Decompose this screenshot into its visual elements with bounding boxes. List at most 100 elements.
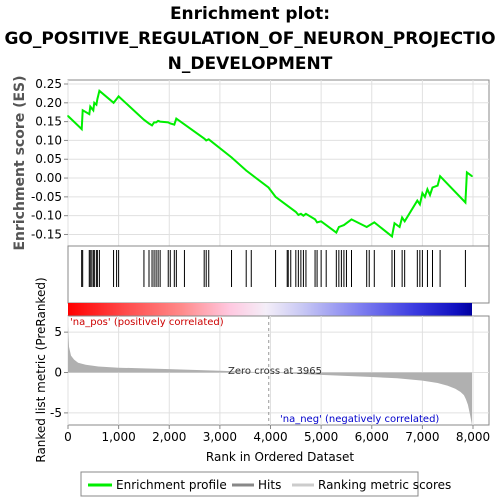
enrichment-point [350, 218, 353, 221]
legend-profile-label: Enrichment profile [116, 478, 227, 492]
metric-y-ticks: 5 0 -5 [50, 325, 68, 420]
enrichment-point [439, 175, 441, 177]
es-tick-label: 0.05 [35, 152, 62, 166]
es-panel: 0.250.200.150.100.050.00-0.05-0.10-0.15 … [12, 75, 490, 251]
enrichment-point [335, 231, 338, 234]
x-tick-label: 7,000 [405, 430, 439, 444]
x-tick-label: 4,000 [253, 430, 287, 444]
enrichment-point [92, 109, 95, 112]
enrichment-point [88, 113, 91, 115]
enrichment-point [419, 203, 421, 206]
es-gridlines [67, 80, 489, 246]
enrichment-point [67, 115, 69, 117]
enrichment-point [338, 226, 340, 228]
x-tick-label: 0 [64, 430, 72, 444]
enrichment-point [98, 89, 101, 92]
enrichment-point [95, 103, 98, 106]
enrichment-point [295, 211, 297, 213]
enrichment-point [471, 175, 473, 177]
es-tick-label: 0.20 [35, 96, 62, 110]
x-axis-label: Rank in Ordered Dataset [206, 450, 354, 464]
enrichment-point [431, 186, 434, 189]
enrichment-point [393, 222, 396, 224]
metric-y-axis-label: Ranked list metric (PreRanked) [34, 277, 48, 462]
enrichment-point [316, 221, 318, 224]
enrichment-point [297, 214, 300, 216]
x-axis-ticks: 0 1,000 2,000 3,000 4,000 5,000 6,000 7,000 8,00… [64, 425, 490, 444]
enrichment-point [365, 226, 368, 228]
enrichment-profile-points [67, 89, 473, 238]
enrichment-point [148, 122, 150, 125]
enrichment-point [93, 102, 96, 104]
es-tick-label: -0.10 [31, 209, 62, 223]
enrichment-point [429, 194, 431, 196]
legend-metric-label: Ranking metric scores [318, 478, 451, 492]
x-tick-label: 1,000 [101, 430, 135, 444]
enrichment-point [89, 105, 92, 108]
neg-zone-label: 'na_neg' (negatively correlated) [280, 414, 439, 425]
x-tick-label: 3,000 [203, 430, 237, 444]
chart-title-line-2: GO_POSITIVE_REGULATION_OF_NEURON_PROJECT… [4, 29, 495, 49]
enrichment-point [117, 95, 120, 98]
enrichment-point [421, 192, 424, 194]
enrichment-point [143, 118, 145, 121]
enrichment-point [203, 137, 205, 140]
metric-tick-label: 0 [54, 366, 62, 380]
enrichment-point [300, 212, 302, 215]
es-tick-label: -0.15 [31, 227, 62, 241]
es-tick-label: 0.10 [35, 133, 62, 147]
enrichment-point [274, 196, 277, 198]
es-tick-label: 0.15 [35, 115, 62, 129]
enrichment-point [169, 122, 172, 125]
legend-hits-label: Hits [258, 478, 281, 492]
zero-cross-label: Zero cross at 3965 [228, 366, 322, 377]
es-tick-label: -0.05 [31, 190, 62, 204]
enrichment-point [153, 121, 155, 124]
enrichment-point [305, 212, 307, 215]
enrichment-point [80, 128, 83, 130]
enrichment-point [205, 139, 208, 142]
enrichment-point [245, 169, 248, 172]
hits-panel-frame [67, 245, 490, 304]
enrichment-point [167, 121, 170, 124]
enrichment-point [267, 186, 270, 189]
x-tick-label: 2,000 [152, 430, 186, 444]
enrichment-point [373, 221, 376, 224]
enrichment-point [403, 220, 406, 223]
es-y-ticks: 0.25 0.20 0.15 0.10 0.05 0.00 -0.05 -0.10 -0.15 [31, 77, 68, 241]
hits-panel [67, 245, 490, 304]
pos-zone-label: 'na_pos' (positively correlated) [70, 317, 224, 328]
enrichment-point [112, 102, 115, 104]
ranking-metric-area [68, 325, 472, 425]
chart-title-line-3: N_DEVELOPMENT [168, 54, 333, 74]
chart-title-line-1: Enrichment plot: [170, 4, 330, 24]
x-tick-label: 5,000 [304, 430, 338, 444]
enrichment-point [230, 156, 233, 159]
enrichment-point [426, 188, 429, 191]
hit-marks [81, 250, 466, 287]
enrichment-point [175, 117, 178, 120]
enrichment-point [115, 98, 118, 100]
x-tick-label: 6,000 [355, 430, 389, 444]
es-panel-frame [67, 79, 490, 247]
enrichment-point [464, 201, 467, 204]
enrichment-point [314, 218, 316, 221]
metric-tick-label: 5 [54, 325, 62, 339]
enrichment-point [401, 216, 403, 219]
ranked-metric-panel: 50-5 'na_pos' (positively correlated) 'n… [34, 277, 490, 463]
es-tick-label: 0.00 [35, 171, 62, 185]
es-y-axis-label: Enrichment score (ES) [12, 75, 28, 250]
enrichment-point [436, 184, 439, 187]
enrichment-point [155, 121, 157, 124]
enrichment-point [302, 214, 305, 217]
es-tick-label: 0.25 [35, 77, 62, 91]
enrichment-point [81, 109, 84, 112]
enrichment-point [157, 120, 159, 122]
enrichment-point [466, 171, 468, 174]
legend: Enrichment profile Hits Ranking metric s… [80, 471, 451, 497]
enrichment-point [207, 138, 210, 141]
rank-color-bar [68, 303, 472, 316]
enrichment-point [391, 235, 393, 238]
enrichment-point [151, 124, 153, 127]
x-tick-label: 8,000 [456, 430, 490, 444]
